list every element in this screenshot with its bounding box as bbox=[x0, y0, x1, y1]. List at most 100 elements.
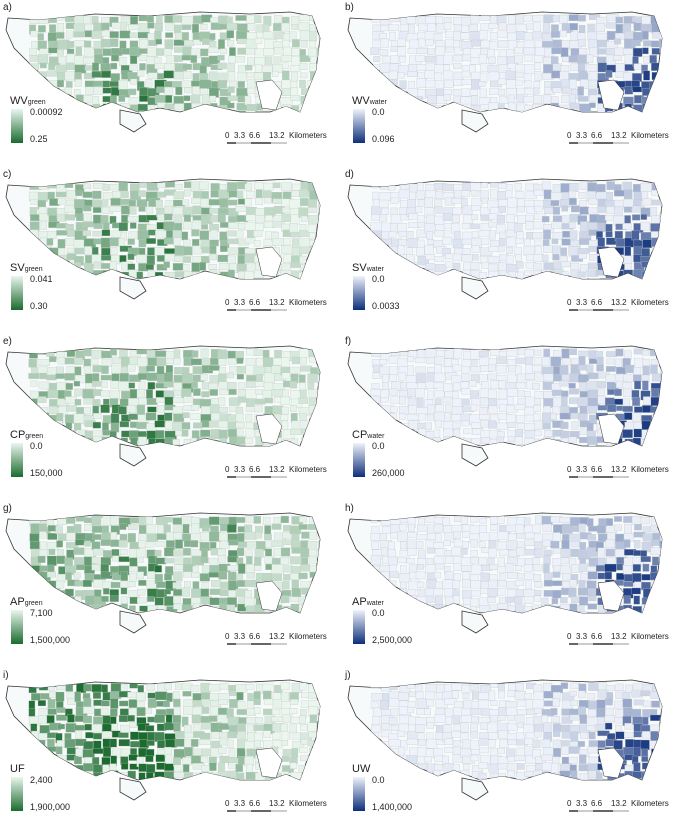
scale-segment bbox=[593, 643, 613, 645]
legend-bottom-value: 0.0033 bbox=[372, 301, 400, 311]
bay-area bbox=[255, 580, 283, 612]
legend-bottom-value: 1,500,000 bbox=[30, 635, 71, 645]
scale-tick-label: 0 bbox=[225, 632, 230, 641]
panel-label: b) bbox=[345, 2, 354, 13]
legend-top-value: 0.0 bbox=[372, 775, 385, 785]
scale-segment bbox=[271, 142, 287, 144]
panel-label: h) bbox=[345, 503, 354, 514]
choropleth-map bbox=[347, 512, 663, 634]
scale-tick-label: 6.6 bbox=[249, 298, 261, 307]
legend-title: CPwater bbox=[352, 429, 384, 441]
scale-unit-label: Kilometers bbox=[631, 298, 669, 307]
panel-label: f) bbox=[345, 336, 352, 347]
scale-segment bbox=[593, 142, 613, 144]
legend: WVwater 0.0 0.096 bbox=[352, 95, 472, 155]
bay-area bbox=[255, 246, 283, 278]
map-outline-south bbox=[461, 443, 489, 467]
legend: SVwater 0.0 0.0033 bbox=[352, 262, 472, 322]
scale-segment bbox=[227, 476, 236, 478]
bay-area bbox=[597, 413, 625, 445]
choropleth-map bbox=[5, 178, 321, 300]
bay-area bbox=[255, 413, 283, 445]
scale-segment bbox=[569, 810, 578, 812]
legend-top-value: 0.0 bbox=[30, 441, 43, 451]
scale-unit-label: Kilometers bbox=[289, 465, 327, 474]
scale-bar: 0 3.3 6.6 13.2 Kilometers bbox=[567, 632, 682, 654]
legend-variable: UW bbox=[352, 763, 371, 775]
choropleth-map bbox=[5, 512, 321, 634]
scale-tick-label: 3.3 bbox=[234, 632, 246, 641]
legend: CPwater 0.0 260,000 bbox=[352, 429, 472, 489]
bay-area bbox=[597, 246, 625, 278]
choropleth-map bbox=[5, 11, 321, 133]
scale-segment bbox=[613, 142, 629, 144]
map-outline-south bbox=[119, 610, 147, 634]
scale-segment bbox=[251, 142, 271, 144]
scale-bar: 0 3.3 6.6 13.2 Kilometers bbox=[225, 632, 340, 654]
legend-variable: SV bbox=[10, 262, 25, 274]
legend-title: UF bbox=[10, 763, 25, 775]
scale-tick-label: 13.2 bbox=[269, 465, 285, 474]
panel-label: c) bbox=[3, 169, 12, 180]
scale-tick-label: 6.6 bbox=[591, 799, 603, 808]
scale-tick-label: 0 bbox=[225, 465, 230, 474]
scale-tick-label: 3.3 bbox=[234, 465, 246, 474]
scale-tick-label: 6.6 bbox=[249, 799, 261, 808]
legend-bottom-value: 0.30 bbox=[30, 301, 48, 311]
scale-segment bbox=[613, 476, 629, 478]
map-panel-i: i) UF 2,400 1,900,000 0 3.3 6.6 13.2 Kilometers bbox=[0, 668, 342, 835]
choropleth-map bbox=[5, 345, 321, 467]
legend-subscript: green bbox=[24, 266, 43, 273]
legend-color-ramp bbox=[11, 276, 23, 310]
district-polygons bbox=[370, 14, 662, 112]
legend-title: UW bbox=[352, 763, 370, 775]
scale-segment bbox=[613, 810, 629, 812]
map-panel-h: h) APwater 0.0 2,500,000 0 3.3 6.6 13.2 Kilomete… bbox=[342, 501, 684, 668]
legend: APgreen 7,100 1,500,000 bbox=[10, 596, 130, 656]
legend-color-ramp bbox=[353, 443, 365, 477]
scale-segment bbox=[613, 309, 629, 311]
scale-tick-label: 3.3 bbox=[576, 799, 588, 808]
scale-segment bbox=[593, 810, 613, 812]
scale-tick-label: 3.3 bbox=[234, 298, 246, 307]
choropleth-map bbox=[347, 679, 663, 801]
map-outline-south bbox=[119, 109, 147, 133]
scale-segment bbox=[271, 810, 287, 812]
scale-tick-label: 13.2 bbox=[269, 632, 285, 641]
scale-tick-label: 6.6 bbox=[591, 131, 603, 140]
panel-label: i) bbox=[3, 670, 9, 681]
scale-tick-label: 0 bbox=[567, 298, 572, 307]
scale-tick-label: 6.6 bbox=[249, 465, 261, 474]
map-panel-j: j) UW 0.0 1,400,000 0 3.3 6.6 13.2 Kilometers bbox=[342, 668, 684, 835]
scale-bar: 0 3.3 6.6 13.2 Kilometers bbox=[225, 131, 340, 153]
scale-segment bbox=[251, 309, 271, 311]
choropleth-map bbox=[347, 178, 663, 300]
map-panel-b: b) WVwater 0.0 0.096 0 3.3 6.6 13.2 Kilometers bbox=[342, 0, 684, 167]
legend-subscript: green bbox=[24, 600, 43, 607]
scale-tick-label: 13.2 bbox=[269, 131, 285, 140]
choropleth-map bbox=[347, 11, 663, 133]
legend-top-value: 0.041 bbox=[30, 274, 53, 284]
scale-bar: 0 3.3 6.6 13.2 Kilometers bbox=[567, 298, 682, 320]
legend-color-ramp bbox=[11, 610, 23, 644]
bay-area bbox=[597, 747, 625, 779]
scale-tick-label: 0 bbox=[567, 799, 572, 808]
map-panel-f: f) CPwater 0.0 260,000 0 3.3 6.6 13.2 Kilometers bbox=[342, 334, 684, 501]
scale-segment bbox=[613, 643, 629, 645]
legend-top-value: 0.00092 bbox=[30, 107, 63, 117]
map-panel-c: c) SVgreen 0.041 0.30 0 3.3 6.6 13.2 Kilometers bbox=[0, 167, 342, 334]
scale-unit-label: Kilometers bbox=[631, 632, 669, 641]
legend-variable: WV bbox=[352, 95, 370, 107]
scale-segment bbox=[578, 476, 593, 478]
map-panel-a: a) WVgreen 0.00092 0.25 0 3.3 6.6 13.2 Kilometer… bbox=[0, 0, 342, 167]
legend-title: APwater bbox=[352, 596, 384, 608]
legend: UF 2,400 1,900,000 bbox=[10, 763, 130, 823]
legend: UW 0.0 1,400,000 bbox=[352, 763, 472, 823]
legend-subscript: green bbox=[27, 99, 46, 106]
panel-label: e) bbox=[3, 336, 12, 347]
scale-tick-label: 0 bbox=[225, 799, 230, 808]
scale-tick-label: 3.3 bbox=[576, 632, 588, 641]
legend-top-value: 0.0 bbox=[372, 107, 385, 117]
scale-tick-label: 3.3 bbox=[576, 465, 588, 474]
legend-subscript: green bbox=[25, 433, 44, 440]
